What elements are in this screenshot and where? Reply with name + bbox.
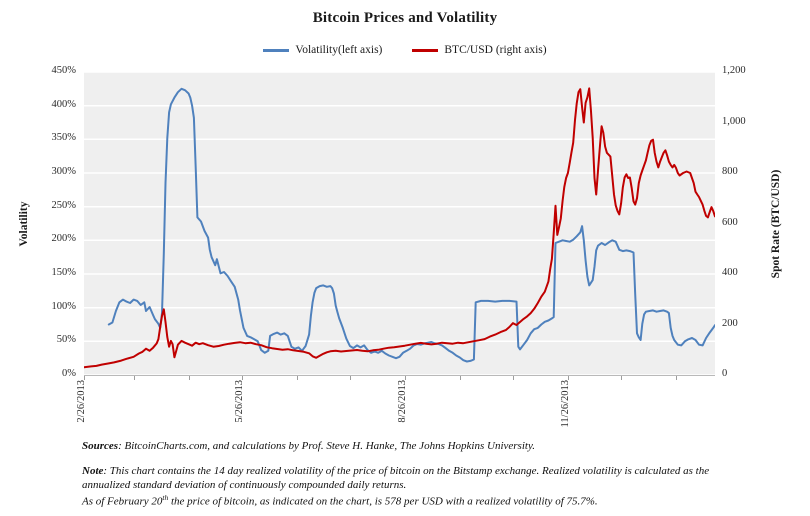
y-axis-tick-label: 600 [722, 216, 738, 228]
y-axis-tick-label: 0 [722, 368, 728, 379]
legend-swatch-volatility-icon [263, 48, 290, 52]
y-axis-tick-label: 150% [51, 267, 77, 278]
y-axis-tick-label: 400 [722, 267, 738, 278]
x-axis-tick-label: 5/26/2013 [233, 380, 245, 423]
x-axis-minor-tick [133, 376, 135, 380]
legend-item-volatility: Volatility(left axis) [263, 44, 382, 56]
legend-swatch-btcusd-icon [412, 48, 439, 52]
x-axis-minor-tick [676, 376, 677, 380]
y-axis-tick-label: 50% [56, 334, 76, 346]
sources-text: : BitcoinCharts.com, and calculations by… [118, 440, 535, 452]
x-axis-minor-tick [459, 376, 461, 380]
x-axis-tick-label: 11/26/2013 [559, 380, 571, 428]
x-axis-minor-tick [84, 376, 85, 380]
x-axis-minor-tick [567, 376, 569, 380]
footnotes: Sources: BitcoinCharts.com, and calculat… [82, 439, 754, 509]
note-text: : This chart contains the 14 day realize… [82, 464, 710, 492]
series-volatility [107, 87, 715, 363]
right-axis-title: Spot Rate (BTC/USD) [770, 169, 782, 279]
chart-canvas [84, 72, 715, 375]
note-line2-post: the price of bitcoin, as indicated on th… [168, 495, 598, 508]
x-axis-minor-tick [241, 376, 243, 380]
note-line2-sup: th [162, 492, 169, 502]
legend-label-volatility: Volatility(left axis) [295, 44, 383, 56]
series-btcusd [84, 87, 715, 369]
chart-title: Bitcoin Prices and Volatility [312, 10, 498, 26]
note-line-2: As of February 20th the price of bitcoin… [82, 493, 754, 509]
x-axis-minor-tick [512, 376, 514, 380]
legend: Volatility(left axis) BTC/USD (right axi… [0, 44, 810, 56]
y-axis-tick-label: 200 [722, 317, 738, 329]
plot-area [84, 72, 715, 376]
y-axis-tick-label: 250% [51, 199, 77, 211]
x-axis-minor-tick [296, 376, 298, 380]
y-axis-tick-label: 200% [51, 233, 77, 245]
y-axis-tick-label: 0% [62, 368, 76, 379]
y-axis-tick-label: 300% [51, 166, 77, 177]
note-label: Note [82, 464, 104, 477]
note-line: Note: This chart contains the 14 day rea… [82, 464, 754, 493]
x-axis-tick-label: 2/26/2013 [76, 380, 87, 423]
x-axis-minor-tick [404, 376, 406, 380]
x-axis-minor-tick [621, 376, 623, 380]
y-axis-tick-label: 1,200 [722, 65, 746, 76]
sources-label: Sources [82, 440, 119, 452]
sources-line: Sources: BitcoinCharts.com, and calculat… [82, 439, 754, 454]
note-line2-pre: As of February 20 [82, 495, 163, 508]
y-axis-tick-label: 100% [51, 300, 77, 312]
x-axis-tick-label: 8/26/2013 [396, 380, 408, 423]
legend-item-btcusd: BTC/USD (right axis) [412, 44, 547, 56]
left-axis-title: Volatility [18, 201, 30, 247]
y-axis-tick-label: 450% [51, 65, 77, 76]
y-axis-tick-label: 400% [51, 98, 77, 110]
y-axis-tick-label: 350% [51, 132, 77, 144]
y-axis-tick-label: 800 [722, 166, 738, 177]
legend-label-btcusd: BTC/USD (right axis) [444, 44, 547, 56]
y-axis-tick-label: 1,000 [722, 115, 746, 127]
x-axis-minor-tick [188, 376, 190, 380]
x-axis-minor-tick [349, 376, 351, 380]
